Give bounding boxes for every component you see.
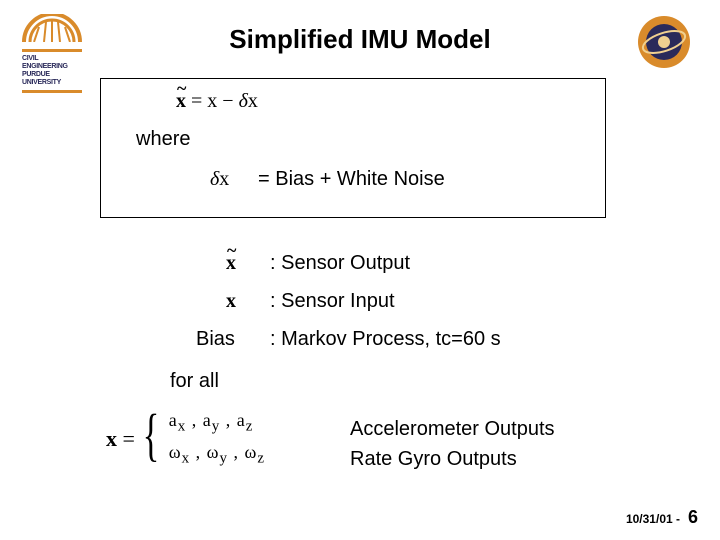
- left-brace-icon: {: [142, 411, 159, 459]
- gyro-components: ωx , ωy , ωz: [169, 442, 265, 468]
- x-tilde-desc: : Sensor Output: [270, 252, 410, 275]
- bias-desc: : Markov Process, tc=60 s: [270, 328, 501, 351]
- logo-line: PURDUE: [22, 71, 86, 79]
- logo-line: CIVIL: [22, 55, 86, 63]
- logo-line: UNIVERSITY: [22, 79, 86, 87]
- accelerometer-outputs-label: Accelerometer Outputs: [350, 418, 555, 441]
- x-desc: : Sensor Input: [270, 290, 395, 313]
- bias-equation: = Bias + White Noise: [258, 168, 445, 191]
- x-equals: x: [106, 426, 117, 451]
- x-symbol: x: [226, 290, 236, 313]
- where-label: where: [136, 128, 190, 151]
- slide: CIVIL ENGINEERING PURDUE UNIVERSITY Simp…: [0, 0, 720, 540]
- logo-text: CIVIL ENGINEERING PURDUE UNIVERSITY: [22, 55, 86, 87]
- brace-expression: x = { ax , ay , az ωx , ωy , ωz: [104, 408, 267, 469]
- for-all-label: for all: [170, 370, 219, 393]
- delta-x-symbol: δx: [210, 168, 229, 191]
- logo-line: ENGINEERING: [22, 63, 86, 71]
- logo-bar: [22, 90, 82, 93]
- bias-label: Bias: [196, 328, 235, 351]
- footer-page-number: 6: [688, 507, 698, 528]
- accel-components: ax , ay , az: [169, 410, 265, 436]
- footer-date: 10/31/01 -: [626, 512, 680, 526]
- rate-gyro-outputs-label: Rate Gyro Outputs: [350, 448, 517, 471]
- x-tilde-symbol: x: [226, 252, 236, 275]
- slide-title: Simplified IMU Model: [0, 24, 720, 55]
- main-equation: x = x − δx: [176, 90, 258, 113]
